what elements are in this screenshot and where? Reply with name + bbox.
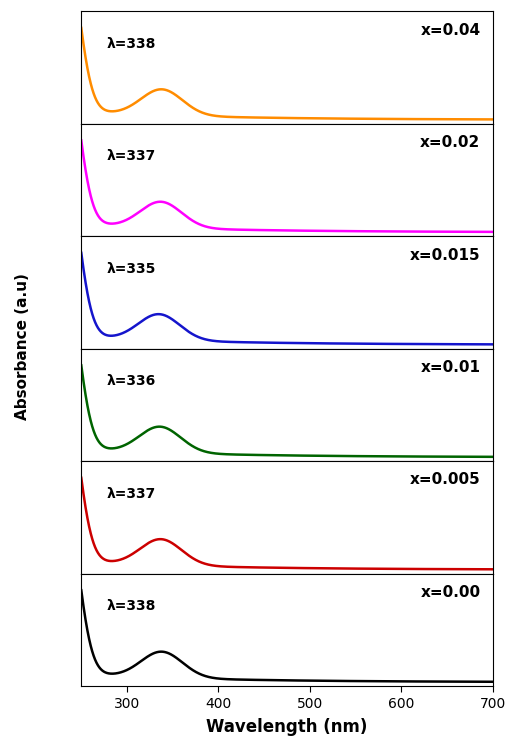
Text: λ=335: λ=335 [107,262,156,276]
Text: x=0.02: x=0.02 [420,135,481,150]
Text: x=0.015: x=0.015 [410,247,481,262]
Text: λ=336: λ=336 [107,374,156,388]
Text: Absorbance (a.u): Absorbance (a.u) [15,274,30,420]
Text: x=0.005: x=0.005 [409,473,481,487]
Text: λ=338: λ=338 [107,37,156,51]
Text: x=0.01: x=0.01 [421,360,481,375]
Text: λ=337: λ=337 [107,149,156,164]
Text: x=0.04: x=0.04 [420,23,481,38]
Text: λ=338: λ=338 [107,599,156,613]
X-axis label: Wavelength (nm): Wavelength (nm) [206,718,368,735]
Text: x=0.00: x=0.00 [420,585,481,600]
Text: λ=337: λ=337 [107,487,156,501]
